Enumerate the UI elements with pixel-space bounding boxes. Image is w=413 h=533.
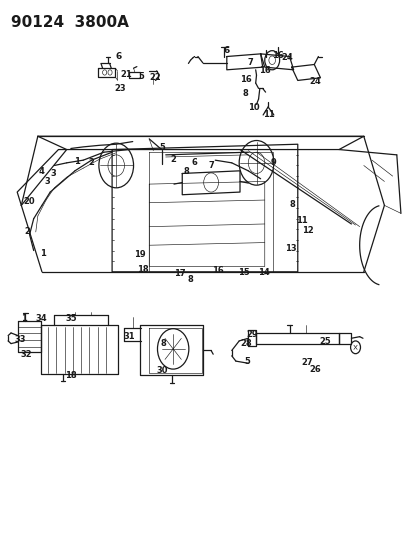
Text: 24: 24 — [281, 53, 293, 61]
Text: 11: 11 — [262, 110, 274, 119]
Text: 8: 8 — [289, 200, 295, 209]
Text: 24: 24 — [309, 77, 320, 86]
Text: 25: 25 — [318, 337, 330, 346]
Text: 6: 6 — [115, 52, 121, 61]
Text: 17: 17 — [173, 269, 185, 278]
Text: 32: 32 — [21, 350, 33, 359]
Text: 33: 33 — [15, 335, 26, 344]
Text: 1: 1 — [74, 157, 80, 166]
Text: 16: 16 — [240, 75, 252, 84]
Text: 29: 29 — [246, 329, 258, 338]
Text: 10: 10 — [247, 102, 259, 111]
Text: 27: 27 — [300, 358, 312, 367]
Text: 2: 2 — [88, 158, 94, 167]
Text: 5: 5 — [159, 143, 165, 152]
Text: 5: 5 — [138, 72, 144, 81]
Text: 31: 31 — [123, 332, 135, 341]
Text: 8: 8 — [187, 274, 193, 284]
Text: 2: 2 — [24, 227, 31, 236]
Text: 22: 22 — [149, 73, 161, 82]
Text: 13: 13 — [284, 245, 295, 254]
Text: 15: 15 — [238, 269, 249, 277]
Text: 5: 5 — [244, 357, 249, 366]
Text: 16: 16 — [258, 67, 270, 75]
Text: 1: 1 — [40, 249, 46, 259]
Text: 16: 16 — [212, 266, 223, 275]
Text: 8: 8 — [183, 167, 189, 176]
Text: 26: 26 — [309, 365, 320, 374]
Text: 2: 2 — [170, 155, 176, 164]
Text: 3: 3 — [50, 169, 56, 178]
Text: 18: 18 — [65, 371, 76, 380]
Text: 4: 4 — [39, 167, 45, 176]
Text: 8: 8 — [160, 339, 166, 348]
Text: 6: 6 — [223, 46, 229, 55]
Text: 21: 21 — [120, 70, 132, 78]
Text: 16: 16 — [272, 52, 284, 60]
Text: 23: 23 — [114, 84, 126, 93]
Text: 90124  3800A: 90124 3800A — [11, 14, 128, 29]
Text: 7: 7 — [208, 161, 214, 170]
Text: 34: 34 — [35, 313, 47, 322]
Text: 12: 12 — [301, 226, 313, 235]
Text: 28: 28 — [240, 339, 251, 348]
Text: 14: 14 — [257, 269, 269, 277]
Text: 9: 9 — [270, 158, 275, 167]
Text: 30: 30 — [156, 366, 168, 375]
Text: 19: 19 — [134, 251, 146, 260]
Text: 20: 20 — [23, 197, 34, 206]
Text: 6: 6 — [191, 158, 197, 167]
Text: 7: 7 — [247, 58, 253, 67]
Text: 1: 1 — [21, 314, 27, 323]
Text: 35: 35 — [66, 313, 77, 322]
Text: 3: 3 — [44, 177, 50, 186]
Text: 8: 8 — [242, 88, 248, 98]
Text: 18: 18 — [137, 265, 149, 273]
Text: 11: 11 — [295, 216, 307, 225]
